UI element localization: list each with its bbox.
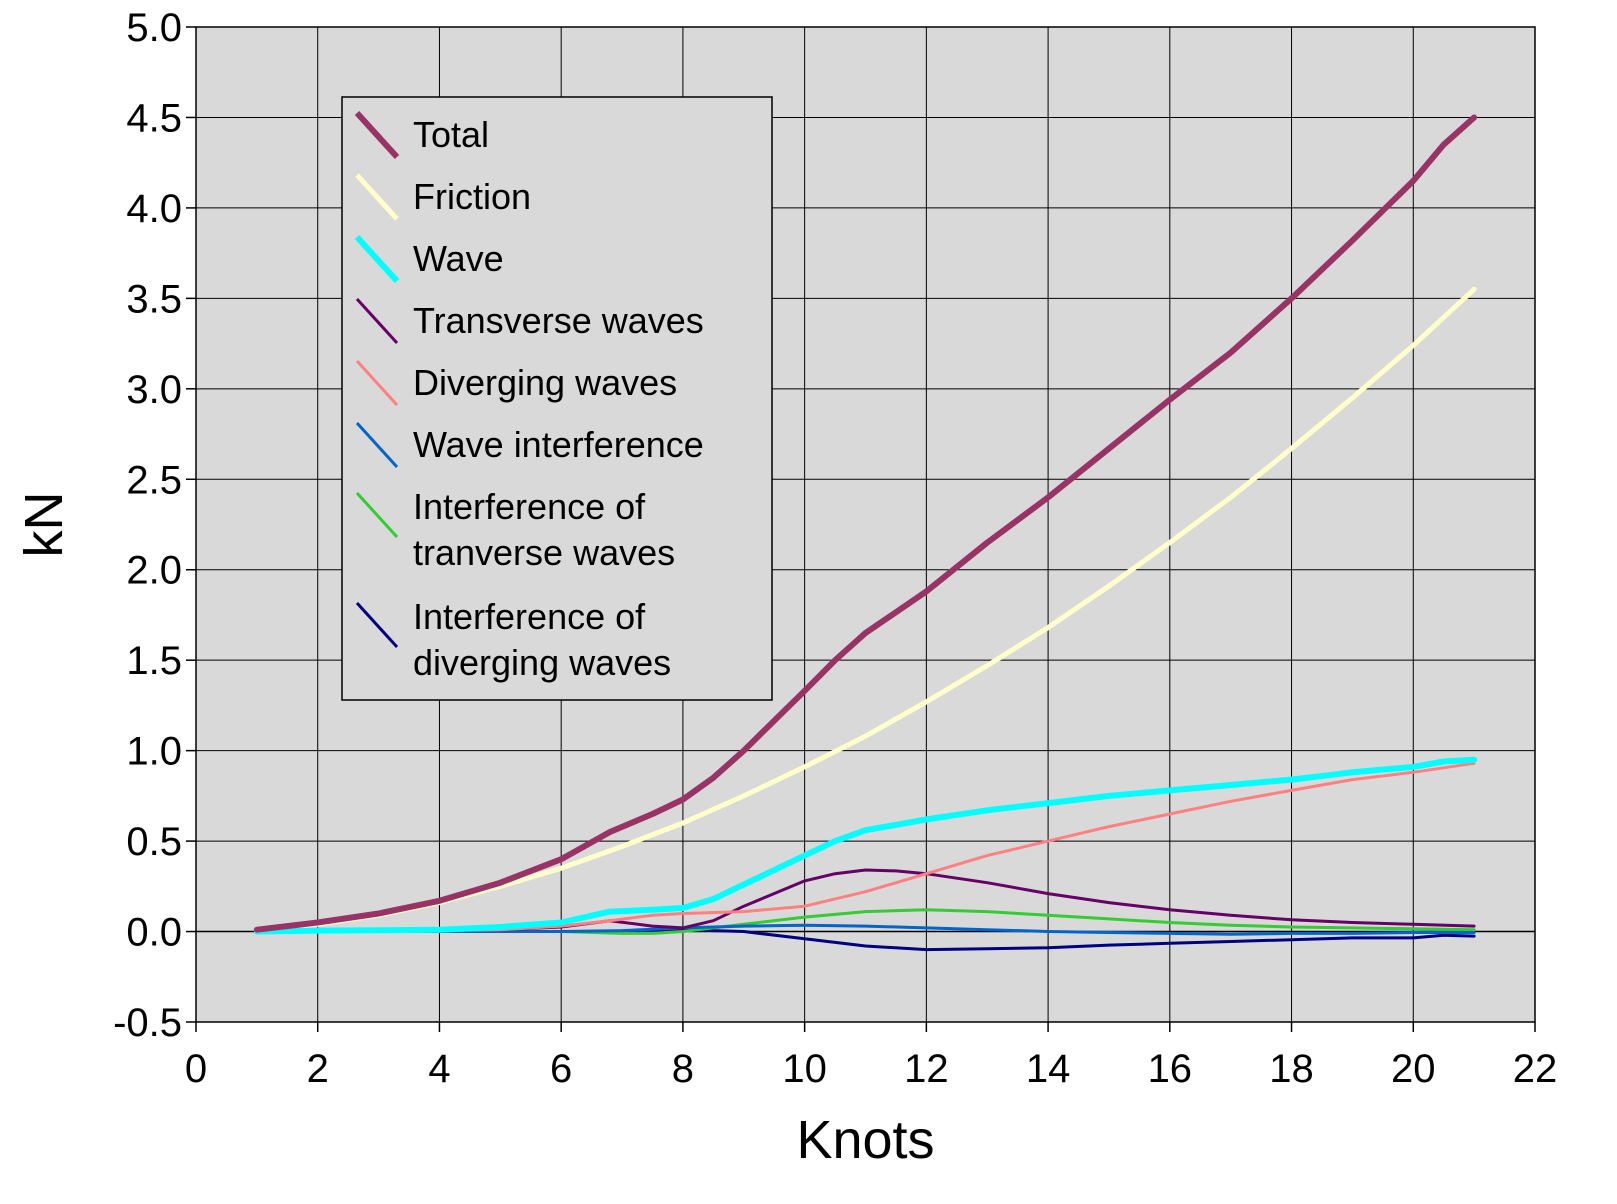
y-tick-label: 5.0 xyxy=(126,6,182,50)
legend-marker xyxy=(355,297,399,345)
x-tick-label: 16 xyxy=(1148,1047,1193,1091)
legend-marker xyxy=(355,421,399,469)
legend-marker xyxy=(355,491,399,539)
legend-label: Wave interference xyxy=(413,424,704,465)
y-tick-label: 4.5 xyxy=(126,96,182,140)
y-tick-label: 0.0 xyxy=(126,911,182,955)
x-tick-label: 6 xyxy=(550,1047,572,1091)
plot-frame xyxy=(195,26,1536,1023)
x-tick-label: 0 xyxy=(185,1047,207,1091)
x-tick-label: 10 xyxy=(782,1047,827,1091)
series-line-total xyxy=(253,114,1478,933)
legend-marker xyxy=(355,601,399,649)
legend-marker xyxy=(354,110,400,160)
legend-marker xyxy=(355,359,399,407)
legend-label: Wave xyxy=(413,238,504,279)
y-tick-label: 3.0 xyxy=(126,368,182,412)
legend-box xyxy=(341,96,773,701)
x-tick-label: 18 xyxy=(1269,1047,1314,1091)
y-tick-label: 2.5 xyxy=(126,458,182,502)
legend-marker xyxy=(355,173,399,221)
series-line-wave xyxy=(253,756,1478,935)
axes xyxy=(186,26,1536,1032)
x-tick-label: 2 xyxy=(307,1047,329,1091)
legend-marker xyxy=(354,234,400,284)
legend-label: Total xyxy=(413,114,489,155)
tick-labels: 0 2 4 6 8 10 12 14 16 18 20 22 -0.5 0.0 0.5 1.0 1.5 2.0 2.… xyxy=(113,6,1557,1091)
legend-label: Friction xyxy=(413,176,531,217)
y-tick-label: 2.0 xyxy=(126,549,182,593)
legend-label: Transverse waves xyxy=(413,300,704,341)
x-tick-label: 8 xyxy=(672,1047,694,1091)
x-tick-label: 22 xyxy=(1513,1047,1558,1091)
y-tick-label: 1.5 xyxy=(126,639,182,683)
x-tick-label: 14 xyxy=(1026,1047,1071,1091)
y-tick-label: 4.0 xyxy=(126,187,182,231)
legend-label: Interference of diverging waves xyxy=(413,596,671,683)
x-tick-label: 12 xyxy=(904,1047,949,1091)
y-tick-label: 1.0 xyxy=(126,730,182,774)
series-layer xyxy=(253,114,1478,952)
y-tick-label: 0.5 xyxy=(126,820,182,864)
legend-label: Interference of tranverse waves xyxy=(413,486,675,573)
x-axis-title: Knots xyxy=(796,1110,934,1170)
y-axis-title: kN xyxy=(14,492,74,558)
x-tick-label: 4 xyxy=(428,1047,450,1091)
x-tick-label: 20 xyxy=(1391,1047,1436,1091)
y-tick-label: -0.5 xyxy=(113,1001,182,1045)
legend: Total Friction Wave Transverse waves Divergi… xyxy=(341,96,773,701)
legend-label: Diverging waves xyxy=(413,362,677,403)
y-tick-label: 3.5 xyxy=(126,277,182,321)
